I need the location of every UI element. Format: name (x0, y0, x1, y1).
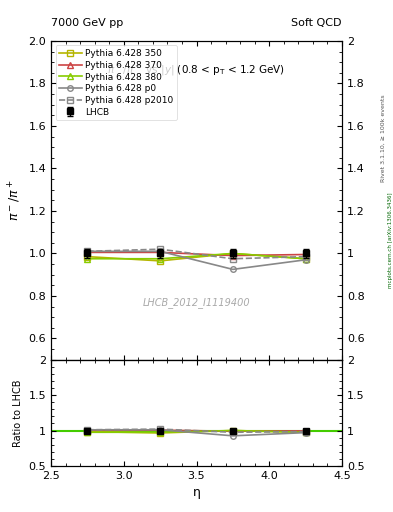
Pythia 6.428 p0 (85, 248, 90, 254)
Pythia 6.428 350 (158, 258, 163, 264)
Pythia 6.428 p2010 (303, 253, 308, 260)
Pythia 6.428 p0 (303, 257, 308, 263)
Text: Rivet 3.1.10, ≥ 100k events: Rivet 3.1.10, ≥ 100k events (381, 94, 386, 182)
Line: Pythia 6.428 350: Pythia 6.428 350 (84, 251, 309, 264)
Legend: Pythia 6.428 350, Pythia 6.428 370, Pythia 6.428 380, Pythia 6.428 p0, Pythia 6.: Pythia 6.428 350, Pythia 6.428 370, Pyth… (55, 46, 177, 120)
Pythia 6.428 p0 (158, 248, 163, 254)
Pythia 6.428 p2010 (158, 246, 163, 252)
Pythia 6.428 p2010 (85, 248, 90, 254)
Pythia 6.428 p2010 (231, 255, 235, 262)
Pythia 6.428 350 (303, 255, 308, 262)
Pythia 6.428 380 (85, 255, 90, 262)
Pythia 6.428 370 (85, 249, 90, 255)
X-axis label: η: η (193, 486, 200, 499)
Text: LHCB_2012_I1119400: LHCB_2012_I1119400 (143, 297, 250, 308)
Y-axis label: Ratio to LHCB: Ratio to LHCB (13, 379, 23, 446)
Line: Pythia 6.428 370: Pythia 6.428 370 (84, 249, 309, 259)
Text: mcplots.cern.ch [arXiv:1306.3436]: mcplots.cern.ch [arXiv:1306.3436] (388, 193, 393, 288)
Pythia 6.428 370 (303, 251, 308, 258)
Pythia 6.428 380 (231, 250, 235, 257)
Pythia 6.428 380 (158, 255, 163, 262)
Line: Pythia 6.428 p2010: Pythia 6.428 p2010 (84, 246, 309, 262)
Text: 7000 GeV pp: 7000 GeV pp (51, 18, 123, 28)
Line: Pythia 6.428 380: Pythia 6.428 380 (84, 251, 309, 262)
Pythia 6.428 350 (231, 250, 235, 257)
Line: Pythia 6.428 p0: Pythia 6.428 p0 (84, 248, 309, 272)
Pythia 6.428 370 (158, 249, 163, 255)
Text: Soft QCD: Soft QCD (292, 18, 342, 28)
Y-axis label: $\pi^-/\pi^+$: $\pi^-/\pi^+$ (7, 180, 23, 221)
Pythia 6.428 380 (303, 255, 308, 262)
Pythia 6.428 p0 (231, 266, 235, 272)
Pythia 6.428 350 (85, 253, 90, 260)
Text: $\pi^-/\pi^+$ vs $|y|$ (0.8 < p$_\mathrm{T}$ < 1.2 GeV): $\pi^-/\pi^+$ vs $|y|$ (0.8 < p$_\mathrm… (107, 63, 286, 78)
Pythia 6.428 370 (231, 252, 235, 259)
